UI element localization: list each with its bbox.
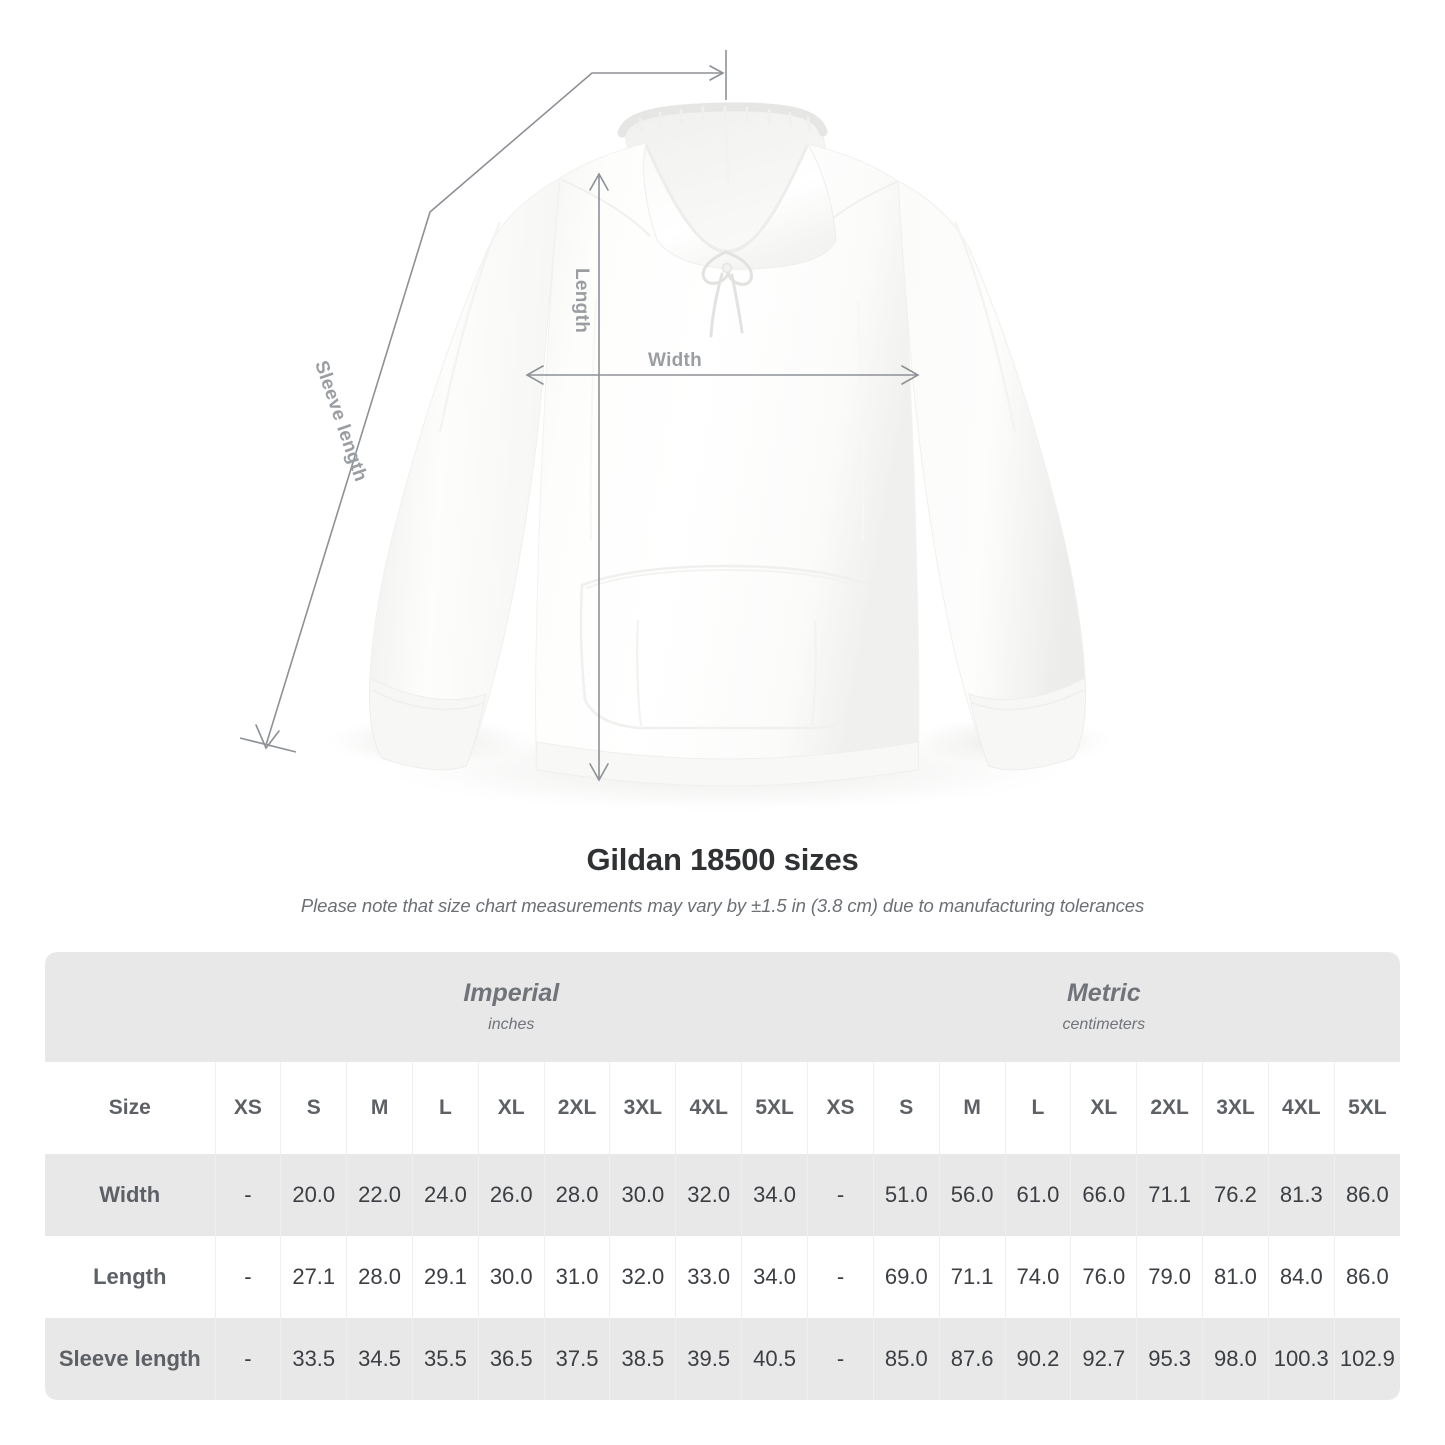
row-label-length: Length: [45, 1236, 215, 1318]
cell-sleeve-length-imperial-s: 33.5: [280, 1318, 347, 1400]
cell-length-metric-s: 69.0: [872, 1236, 940, 1318]
cell-width-metric-2xl: 71.1: [1136, 1154, 1203, 1236]
cell-length-metric-3xl: 81.0: [1202, 1236, 1269, 1318]
cell-sleeve-length-metric-5xl: 102.9: [1333, 1318, 1401, 1400]
garment-diagram: Length Width Sleeve length: [239, 50, 1120, 814]
cell-length-metric-xs: -: [807, 1236, 874, 1318]
cell-length-metric-xl: 76.0: [1070, 1236, 1137, 1318]
cell-width-imperial-3xl: 30.0: [609, 1154, 676, 1236]
size-header-imperial-xl: XL: [477, 1062, 545, 1154]
cell-sleeve-length-imperial-l: 35.5: [411, 1318, 479, 1400]
unit-system-unit: inches: [488, 1016, 535, 1034]
cell-width-imperial-l: 24.0: [411, 1154, 479, 1236]
size-header-imperial-4xl: 4XL: [675, 1062, 742, 1154]
size-header-metric-m: M: [938, 1062, 1006, 1154]
cell-width-imperial-4xl: 32.0: [675, 1154, 742, 1236]
hoodie-illustration: [239, 50, 1120, 814]
cell-sleeve-length-metric-xl: 92.7: [1070, 1318, 1137, 1400]
size-header-imperial-m: M: [346, 1062, 413, 1154]
size-header-metric-xl: XL: [1070, 1062, 1137, 1154]
cell-width-metric-3xl: 76.2: [1202, 1154, 1269, 1236]
cell-length-metric-5xl: 86.0: [1333, 1236, 1401, 1318]
size-header-metric-l: L: [1004, 1062, 1071, 1154]
unit-system-metric: Metric centimeters: [807, 952, 1401, 1062]
cell-width-metric-m: 56.0: [938, 1154, 1006, 1236]
row-label-sleeve-length: Sleeve length: [45, 1318, 215, 1400]
cell-width-metric-5xl: 86.0: [1333, 1154, 1401, 1236]
size-header-metric-2xl: 2XL: [1136, 1062, 1203, 1154]
unit-system-name: Metric: [1066, 978, 1141, 1007]
cell-length-metric-m: 71.1: [938, 1236, 1006, 1318]
size-header-imperial-2xl: 2XL: [543, 1062, 610, 1154]
cell-sleeve-length-metric-2xl: 95.3: [1136, 1318, 1203, 1400]
cell-length-imperial-5xl: 34.0: [741, 1236, 808, 1318]
cell-length-imperial-4xl: 33.0: [675, 1236, 742, 1318]
size-header-metric-3xl: 3XL: [1202, 1062, 1269, 1154]
size-column-header: Size: [45, 1062, 215, 1154]
size-header-imperial-s: S: [280, 1062, 347, 1154]
unit-system-unit: centimeters: [1062, 1016, 1146, 1034]
size-header-imperial-3xl: 3XL: [609, 1062, 676, 1154]
cell-length-metric-l: 74.0: [1004, 1236, 1071, 1318]
size-table-container: Imperial inches Metric centimeters Size XS S M L…: [45, 952, 1401, 1400]
cell-width-metric-4xl: 81.3: [1267, 1154, 1335, 1236]
table-row: Sleeve length -33.5 34.5 35.5 36.5 37.5 38.5 39…: [45, 1318, 1401, 1400]
size-table: Imperial inches Metric centimeters Size XS S M L…: [45, 952, 1401, 1400]
title-block: Gildan 18500 sizes Please note that size…: [0, 842, 1445, 917]
cell-length-imperial-m: 28.0: [346, 1236, 413, 1318]
table-row: Width -20.0 22.0 24.0 26.0 28.0 30.0 32.0 34.0-5…: [45, 1154, 1401, 1236]
size-header-imperial-5xl: 5XL: [741, 1062, 808, 1154]
cell-width-imperial-2xl: 28.0: [543, 1154, 610, 1236]
size-header-metric-5xl: 5XL: [1333, 1062, 1401, 1154]
cell-sleeve-length-imperial-m: 34.5: [346, 1318, 413, 1400]
size-header-metric-s: S: [872, 1062, 940, 1154]
size-header-metric-4xl: 4XL: [1267, 1062, 1335, 1154]
unit-header-spacer: [45, 952, 215, 1062]
cell-width-metric-xl: 66.0: [1070, 1154, 1137, 1236]
cell-width-imperial-s: 20.0: [280, 1154, 347, 1236]
cell-sleeve-length-imperial-xl: 36.5: [477, 1318, 545, 1400]
cell-width-imperial-xl: 26.0: [477, 1154, 545, 1236]
size-header-imperial-l: L: [411, 1062, 479, 1154]
width-dimension-label: Width: [648, 350, 703, 371]
cell-length-metric-2xl: 79.0: [1136, 1236, 1203, 1318]
cell-width-metric-s: 51.0: [872, 1154, 940, 1236]
cell-width-imperial-m: 22.0: [346, 1154, 413, 1236]
cell-sleeve-length-imperial-3xl: 38.5: [609, 1318, 676, 1400]
tolerance-note: Please note that size chart measurements…: [300, 895, 1145, 916]
cell-length-imperial-3xl: 32.0: [609, 1236, 676, 1318]
row-label-width: Width: [45, 1154, 215, 1236]
cell-sleeve-length-metric-4xl: 100.3: [1267, 1318, 1335, 1400]
length-dimension-label: Length: [571, 268, 592, 334]
cell-length-metric-4xl: 84.0: [1267, 1236, 1335, 1318]
cell-sleeve-length-imperial-2xl: 37.5: [543, 1318, 610, 1400]
cell-sleeve-length-metric-xs: -: [807, 1318, 874, 1400]
table-row: Length -27.1 28.0 29.1 30.0 31.0 32.0 33.0 34.0-…: [45, 1236, 1401, 1318]
cell-length-imperial-xs: -: [214, 1236, 281, 1318]
cell-sleeve-length-metric-m: 87.6: [938, 1318, 1006, 1400]
cell-length-imperial-xl: 30.0: [477, 1236, 545, 1318]
cell-width-metric-l: 61.0: [1004, 1154, 1071, 1236]
cell-sleeve-length-imperial-5xl: 40.5: [741, 1318, 808, 1400]
page-title: Gildan 18500 sizes: [586, 842, 859, 877]
cell-width-imperial-xs: -: [214, 1154, 281, 1236]
cell-length-imperial-l: 29.1: [411, 1236, 479, 1318]
cell-sleeve-length-metric-l: 90.2: [1004, 1318, 1071, 1400]
cell-width-imperial-5xl: 34.0: [741, 1154, 808, 1236]
cell-sleeve-length-metric-3xl: 98.0: [1202, 1318, 1269, 1400]
size-header-row: Size XS S M L XL 2XL 3XL 4XL 5XL XS S M L XL 2XL 3XL 4XL 5…: [45, 1062, 1401, 1154]
cell-length-imperial-2xl: 31.0: [543, 1236, 610, 1318]
cell-width-metric-xs: -: [807, 1154, 874, 1236]
size-header-imperial-xs: XS: [214, 1062, 281, 1154]
cell-sleeve-length-imperial-4xl: 39.5: [675, 1318, 742, 1400]
cell-sleeve-length-imperial-xs: -: [214, 1318, 281, 1400]
unit-system-imperial: Imperial inches: [215, 952, 808, 1062]
cell-length-imperial-s: 27.1: [280, 1236, 347, 1318]
unit-system-header-row: Imperial inches Metric centimeters: [45, 952, 1401, 1062]
cell-sleeve-length-metric-s: 85.0: [872, 1318, 940, 1400]
size-header-metric-xs: XS: [807, 1062, 874, 1154]
unit-system-name: Imperial: [463, 978, 560, 1007]
